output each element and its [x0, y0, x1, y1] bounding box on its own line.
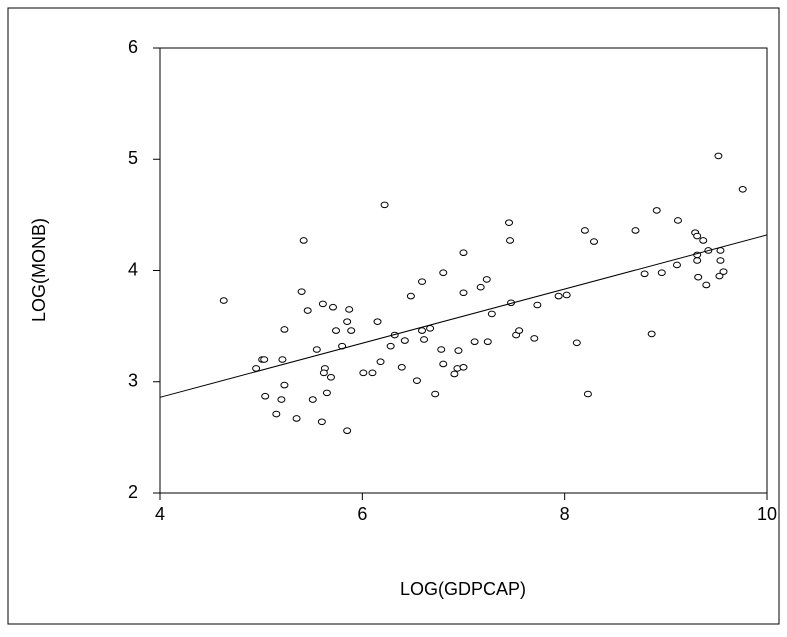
- point: [345, 306, 354, 313]
- point: [719, 268, 728, 275]
- plot-frame: [159, 47, 768, 494]
- point: [418, 278, 427, 285]
- point: [373, 318, 382, 325]
- point: [590, 238, 599, 245]
- point: [420, 336, 429, 343]
- point: [699, 237, 708, 244]
- point: [328, 303, 337, 311]
- point: [400, 337, 409, 344]
- point: [312, 346, 321, 353]
- point: [693, 232, 702, 240]
- point: [418, 327, 427, 334]
- x-tick-label: 4: [155, 504, 165, 524]
- point: [672, 261, 681, 269]
- point: [505, 219, 514, 226]
- point: [483, 338, 492, 346]
- point: [459, 289, 468, 297]
- point: [280, 381, 289, 389]
- point: [459, 363, 468, 371]
- point: [515, 327, 524, 334]
- point: [261, 392, 270, 400]
- point: [702, 281, 711, 289]
- point: [673, 217, 682, 224]
- point: [322, 389, 331, 397]
- point: [326, 374, 335, 381]
- point: [459, 249, 468, 256]
- point: [317, 418, 326, 426]
- point: [359, 369, 368, 377]
- point: [368, 369, 377, 377]
- x-tick-label: 10: [757, 504, 777, 524]
- point: [530, 335, 539, 342]
- point: [454, 347, 463, 354]
- outer-frame: [7, 7, 780, 625]
- point: [292, 415, 301, 422]
- point: [450, 370, 459, 378]
- point: [694, 273, 703, 281]
- point: [318, 300, 327, 308]
- point: [299, 237, 308, 244]
- point: [487, 310, 496, 318]
- point: [280, 326, 289, 333]
- point: [647, 330, 656, 338]
- x-tick-label: 8: [560, 504, 570, 524]
- point: [252, 365, 261, 372]
- y-tick-label: 3: [128, 371, 138, 391]
- point: [406, 292, 415, 300]
- point: [631, 227, 640, 234]
- point: [439, 360, 448, 368]
- point: [219, 297, 228, 304]
- point: [583, 390, 592, 398]
- point: [714, 152, 723, 160]
- point: [476, 283, 485, 291]
- point: [716, 257, 725, 264]
- point: [380, 201, 389, 209]
- point: [412, 377, 421, 384]
- point: [657, 269, 666, 277]
- fit-line: [159, 234, 768, 398]
- point: [277, 396, 286, 403]
- point: [715, 272, 724, 280]
- point: [506, 237, 515, 244]
- point: [319, 369, 328, 377]
- point: [332, 327, 341, 334]
- point: [562, 291, 571, 299]
- point: [482, 276, 491, 283]
- point: [397, 363, 406, 371]
- y-tick-label: 4: [128, 259, 138, 279]
- point: [303, 307, 312, 314]
- y-tick-label: 5: [128, 148, 138, 168]
- point: [308, 396, 317, 403]
- x-axis-label: LOG(GDPCAP): [400, 579, 526, 599]
- point: [343, 427, 352, 435]
- point: [554, 292, 563, 300]
- point: [580, 227, 589, 234]
- point: [572, 339, 581, 347]
- point: [376, 358, 385, 366]
- point: [343, 318, 352, 325]
- point: [347, 327, 356, 334]
- point: [278, 356, 287, 363]
- y-tick-label: 6: [128, 37, 138, 57]
- point: [533, 301, 542, 309]
- point: [439, 269, 448, 277]
- y-tick-label: 2: [128, 482, 138, 502]
- point: [260, 356, 269, 363]
- point: [640, 270, 649, 278]
- point: [272, 410, 281, 418]
- point: [386, 342, 395, 350]
- point: [431, 390, 440, 398]
- point: [693, 257, 702, 264]
- point: [652, 207, 661, 214]
- x-tick-label: 6: [357, 504, 367, 524]
- point: [470, 338, 479, 346]
- point: [738, 185, 747, 193]
- point: [297, 288, 306, 295]
- point: [426, 325, 435, 332]
- point: [437, 346, 446, 353]
- y-axis-label: LOG(MONB): [29, 218, 49, 322]
